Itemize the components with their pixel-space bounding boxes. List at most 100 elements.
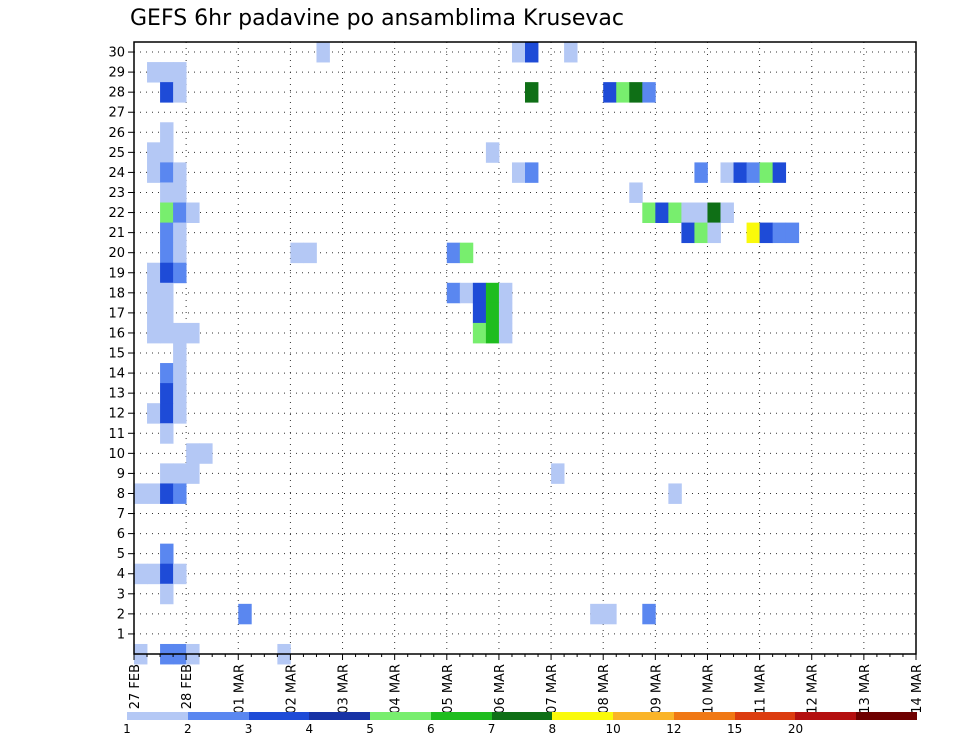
heatmap-cell: [160, 282, 174, 304]
heatmap-cell: [173, 62, 187, 83]
x-tick-label: 11 MAR: [754, 664, 769, 712]
heatmap-cell: [173, 82, 187, 103]
heatmap-cell: [485, 322, 500, 344]
legend-color-swatch: [430, 712, 493, 720]
legend-level-label: 2: [183, 722, 192, 736]
heatmap-cell: [603, 603, 617, 625]
x-tick-label: 12 MAR: [806, 664, 821, 712]
heatmap-cell: [160, 543, 174, 565]
heatmap-cell: [720, 202, 734, 223]
heatmap-cell: [147, 322, 161, 344]
y-tick-label: 25: [108, 146, 125, 161]
heatmap-cell: [720, 162, 734, 183]
heatmap-cell: [173, 322, 187, 344]
y-tick-label: 29: [108, 66, 125, 81]
heatmap-cell: [564, 42, 578, 63]
heatmap-cell: [147, 563, 161, 585]
heatmap-cell: [238, 603, 252, 625]
x-tick-label: 09 MAR: [649, 664, 664, 712]
heatmap-cell: [147, 162, 161, 183]
heatmap-cell: [147, 142, 161, 163]
heatmap-cell: [160, 162, 174, 183]
heatmap-cell: [733, 162, 747, 183]
legend-color-swatch: [248, 712, 310, 720]
y-tick-label: 15: [108, 347, 125, 362]
y-tick-label: 28: [108, 86, 125, 101]
heatmap-cell: [485, 142, 500, 163]
heatmap-cell: [590, 603, 604, 625]
heatmap-cell: [160, 363, 174, 384]
legend-color-swatch: [491, 712, 553, 720]
heatmap-cell: [147, 403, 161, 424]
legend-color-swatch: [552, 712, 614, 720]
legend-color-swatch: [734, 712, 796, 720]
heatmap-cell: [498, 322, 513, 344]
heatmap-cell: [707, 222, 721, 244]
x-tick-label: 14 MAR: [910, 664, 925, 712]
y-tick-label: 22: [108, 206, 125, 221]
heatmap-cell: [459, 242, 474, 264]
heatmap-cell: [160, 122, 174, 143]
legend-level-label: 7: [487, 722, 496, 736]
heatmap-cell: [642, 82, 656, 103]
y-tick-label: 10: [108, 447, 125, 462]
y-tick-label: 19: [108, 266, 125, 281]
heatmap-cell: [186, 463, 200, 484]
heatmap-cell: [173, 342, 187, 364]
heatmap-cell: [525, 162, 539, 183]
heatmap-cell: [160, 403, 174, 424]
y-tick-label: 3: [117, 587, 125, 602]
y-tick-label: 17: [108, 306, 125, 321]
heatmap-cell: [472, 322, 487, 344]
heatmap-cell: [746, 222, 760, 244]
legend-color-swatch: [309, 712, 371, 720]
y-tick-label: 16: [108, 326, 125, 341]
y-tick-label: 20: [108, 246, 125, 261]
heatmap-cell: [173, 202, 187, 223]
y-tick-label: 14: [108, 367, 125, 382]
heatmap-cell: [642, 603, 656, 625]
heatmap-cell: [785, 222, 800, 244]
heatmap-cell: [472, 302, 487, 324]
y-axis: 1234567891011121314151617181920212223242…: [108, 46, 134, 642]
y-tick-label: 1: [117, 627, 125, 642]
y-tick-label: 27: [108, 106, 125, 121]
heatmap-cell: [147, 262, 161, 284]
heatmap-cell: [446, 282, 461, 304]
heatmap-cell: [551, 463, 565, 484]
heatmap-cell: [186, 443, 200, 464]
heatmap-cell: [772, 162, 787, 183]
heatmap-cell: [316, 42, 330, 63]
x-tick-label: 10 MAR: [701, 664, 716, 712]
chart-title: GEFS 6hr padavine po ansamblima Krusevac: [130, 6, 624, 31]
heatmap-cell: [485, 302, 500, 324]
heatmap-cell: [147, 282, 161, 304]
y-tick-label: 21: [108, 226, 125, 241]
y-tick-label: 18: [108, 286, 125, 301]
legend-color-swatch: [187, 712, 250, 720]
legend-level-label: 1: [123, 722, 131, 736]
heatmap-cell: [160, 563, 174, 585]
heatmap-cell: [173, 563, 187, 585]
heatmap-cell: [173, 182, 187, 203]
heatmap-cell: [160, 142, 174, 163]
heatmap-cell: [173, 383, 187, 404]
heatmap-cells: [134, 42, 800, 665]
heatmap-cell: [173, 162, 187, 183]
legend-color-swatch: [127, 712, 189, 720]
y-tick-label: 4: [117, 567, 125, 582]
heatmap-cell: [160, 82, 174, 103]
x-axis: 27 FEB 28 FEB 01 MAR 02 MAR 03 MAR 04 MAR 05 M…: [128, 654, 925, 712]
legend-level-label: 6: [427, 722, 435, 736]
y-tick-label: 8: [117, 487, 125, 502]
legend-level-label: 10: [605, 722, 621, 736]
heatmap-cell: [746, 162, 760, 183]
heatmap-cell: [160, 242, 174, 264]
y-tick-label: 30: [108, 46, 125, 61]
legend-level-label: 20: [787, 722, 804, 736]
heatmap-cell: [173, 463, 187, 484]
heatmap-cell: [681, 222, 695, 244]
heatmap-cell: [160, 262, 174, 284]
heatmap-cell: [160, 202, 174, 223]
heatmap-cell: [485, 282, 500, 304]
